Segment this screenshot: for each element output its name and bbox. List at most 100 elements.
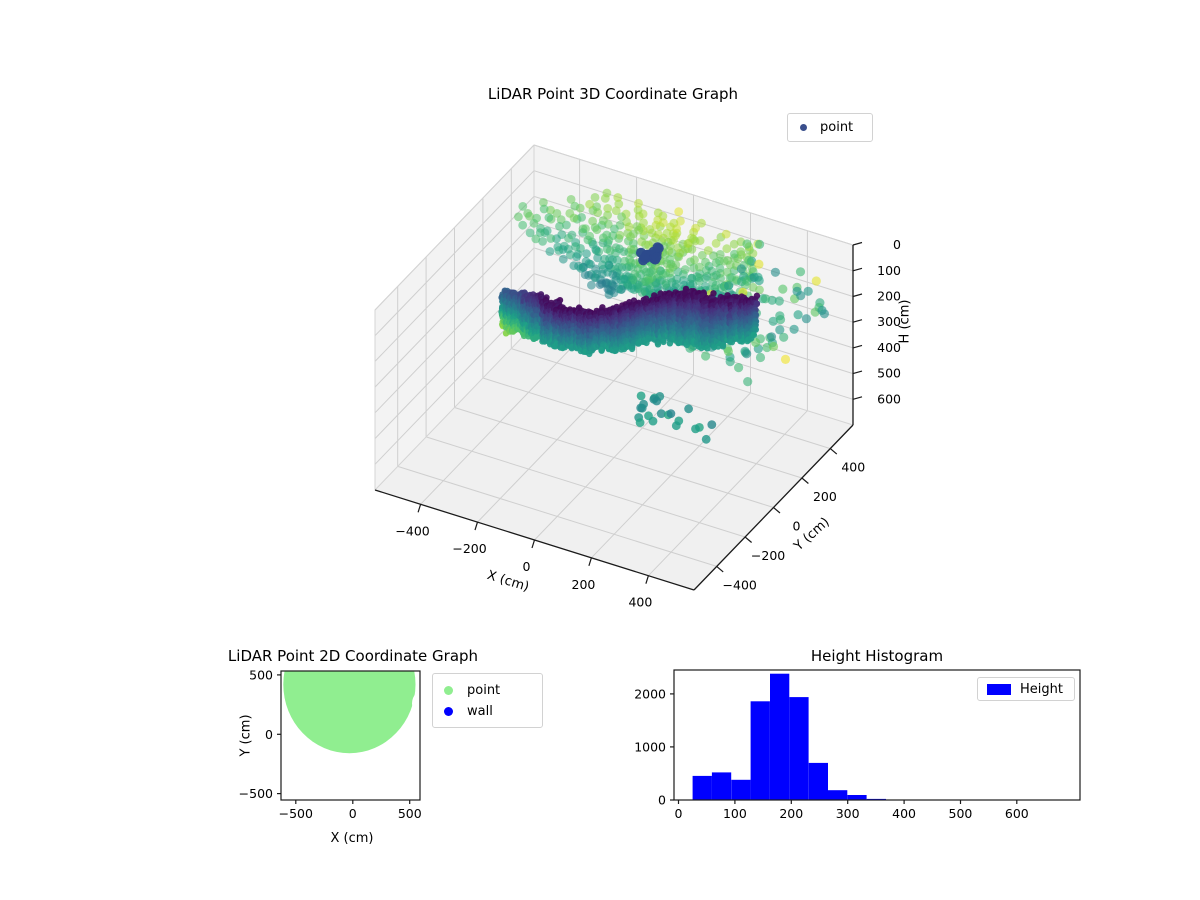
fan-point (582, 249, 591, 259)
fan-point (535, 228, 545, 238)
plot2d-legend-item-point: point (433, 680, 542, 701)
plot2d-legend-label-point: point (467, 682, 501, 698)
y-tick (716, 565, 724, 573)
fan-point (598, 216, 608, 225)
band-point (628, 345, 636, 353)
grid-line (534, 374, 694, 541)
fan-point (633, 205, 643, 215)
fan-point (617, 212, 626, 222)
grid-line (374, 221, 535, 388)
height-patch-icon (987, 683, 1011, 695)
fan-point (695, 236, 705, 246)
band-point (586, 350, 593, 358)
plot3d-title: LiDAR Point 3D Coordinate Graph (487, 85, 739, 103)
plot2d-title: LiDAR Point 2D Coordinate Graph (227, 647, 479, 665)
grid-line (374, 196, 535, 362)
fan-point (722, 244, 732, 254)
right-scatter-point (768, 341, 779, 352)
right-scatter-point (770, 267, 781, 277)
wall-marker-icon (444, 706, 453, 716)
y-tick-label: 500 (249, 667, 273, 682)
plot2d-legend-label-wall: wall (467, 703, 493, 719)
fan-point (523, 209, 533, 218)
band-point (654, 341, 662, 348)
right-scatter-point (775, 325, 785, 335)
y-tick-label: 0 (793, 518, 801, 533)
fan-point (703, 246, 713, 255)
fan-point (687, 273, 696, 283)
right-scatter-point (736, 264, 747, 274)
right-scatter-point (768, 316, 778, 326)
y-tick-label: −400 (723, 577, 757, 592)
grid-line (374, 170, 535, 337)
fan-point (615, 230, 625, 240)
y-tick-label: 400 (841, 460, 865, 475)
y-tick (829, 448, 838, 455)
grid-line (477, 356, 637, 523)
x-tick-label: 200 (572, 577, 596, 592)
fan-point (566, 250, 575, 260)
fan-point (595, 280, 605, 290)
below-band-point (671, 421, 681, 431)
right-scatter-point (789, 324, 799, 334)
y-tick-label: 200 (813, 489, 837, 504)
fan-point (666, 235, 676, 245)
right-scatter-point (803, 286, 813, 296)
below-band-point (691, 424, 700, 434)
right-scatter-point (723, 346, 734, 356)
fan-point (610, 224, 619, 234)
fan-point (539, 204, 549, 214)
below-band-point (644, 411, 653, 421)
fan-point (566, 195, 576, 204)
fan-point (590, 193, 600, 202)
plot2d-xaxis-label: X (cm) (330, 831, 374, 846)
hist-bar (711, 772, 732, 800)
pane-edge (374, 324, 535, 491)
pane-edge (533, 144, 854, 246)
x-tick-label: 600 (1005, 806, 1029, 821)
right-scatter-point (734, 363, 744, 373)
fan-point (554, 246, 564, 255)
fan-point (555, 221, 564, 231)
fan-point (571, 242, 580, 251)
y-tick-label: 1000 (634, 739, 666, 754)
fan-point (576, 264, 586, 273)
below-band-point (666, 409, 676, 418)
below-band-point (684, 404, 693, 414)
wall-point (639, 252, 650, 263)
plot3d-zaxis-label: H (cm) (897, 299, 913, 344)
right-scatter-point (779, 332, 789, 342)
right-scatter-point (766, 332, 777, 342)
grid-line (374, 247, 535, 414)
plot2d-yaxis-label: Y (cm) (238, 714, 254, 757)
fan-point (639, 218, 648, 228)
z-tick-label: 600 (877, 391, 901, 406)
x-tick (588, 557, 592, 566)
right-scatter-point (724, 281, 734, 291)
fan-point (653, 208, 663, 218)
plot3d-legend-item-point: point (788, 117, 872, 138)
fan-point (518, 202, 528, 211)
fan-point (556, 215, 566, 225)
z-tick (852, 293, 863, 298)
hist-bar (789, 697, 809, 800)
right-scatter-point (792, 286, 802, 296)
point-marker-icon (444, 685, 453, 695)
fan-point (546, 234, 556, 243)
grid-line (533, 170, 854, 272)
histogram-legend-item-height: Height (978, 679, 1074, 700)
band-point (660, 338, 667, 346)
right-scatter-point (725, 357, 735, 367)
fan-point (598, 260, 607, 270)
right-scatter-point (742, 349, 752, 359)
fan-point (613, 193, 623, 202)
scatter-points-layer (498, 188, 830, 444)
fan-point (641, 277, 651, 286)
x-tick-label: 200 (779, 806, 803, 821)
y-tick-label: 2000 (634, 686, 666, 701)
fan-point (674, 207, 684, 217)
fan-point (570, 201, 580, 211)
fan-point (748, 282, 758, 292)
plot3d-legend: point (787, 113, 873, 142)
